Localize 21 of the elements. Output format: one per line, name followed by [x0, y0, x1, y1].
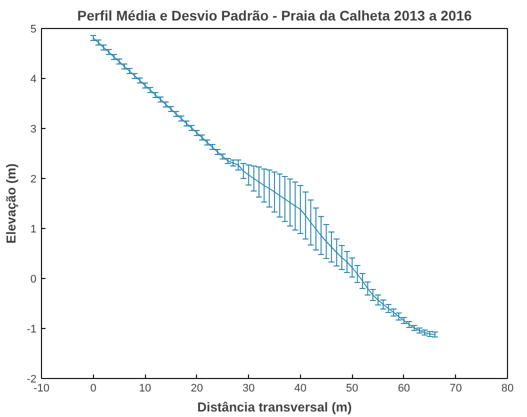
chart-title: Perfil Média e Desvio Padrão - Praia da Calheta 2013 a 2016: [77, 8, 472, 24]
x-tick-label: 40: [294, 382, 307, 394]
y-tick-label: -2: [26, 374, 36, 386]
x-tick-label: 30: [242, 382, 255, 394]
x-tick-label: 50: [346, 382, 358, 394]
x-tick-label: 10: [138, 382, 152, 394]
y-tick-label: 0: [30, 274, 37, 286]
y-axis-title: Elevação (m): [4, 163, 19, 244]
y-tick-label: 3: [30, 124, 37, 136]
x-tick-label: 60: [398, 382, 410, 394]
x-tick-label: 70: [450, 382, 462, 394]
y-tick-label: 4: [30, 74, 37, 86]
y-tick-label: 5: [30, 24, 37, 36]
x-tick-label: 0: [90, 382, 96, 394]
x-axis-title: Distância transversal (m): [197, 400, 352, 414]
x-tick-label: 20: [190, 382, 203, 394]
x-tick-label: -10: [34, 382, 50, 394]
y-tick-label: 1: [30, 224, 37, 236]
y-tick-label: 2: [30, 174, 37, 186]
y-tick-label: -1: [26, 324, 36, 336]
x-tick-label: 80: [501, 382, 514, 394]
